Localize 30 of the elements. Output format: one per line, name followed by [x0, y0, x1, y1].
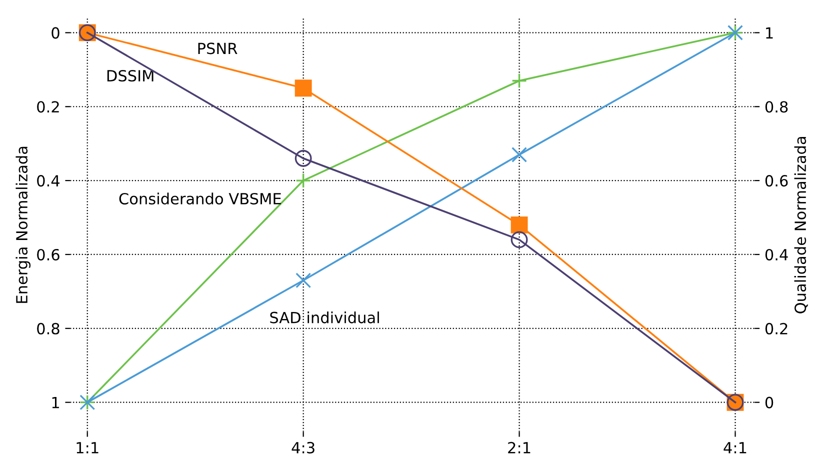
point: [512, 146, 528, 162]
x-tick-label: 4:1: [724, 442, 746, 454]
y-tick-label: 0.2: [37, 101, 59, 113]
x-tick-label: 1:1: [76, 442, 98, 454]
y2-axis-title: Qualidade Normalizada: [794, 137, 808, 314]
annotation: Considerando VBSME: [119, 192, 281, 204]
y-tick-label: 0.8: [37, 322, 60, 334]
annotation: PSNR: [198, 42, 238, 54]
y-tick-label: 0.6: [37, 248, 60, 261]
point: [294, 150, 312, 167]
annotation: DSSIM: [107, 70, 154, 82]
point: [510, 231, 528, 248]
x-tick-label: 2:1: [508, 442, 530, 454]
point: [296, 172, 312, 188]
y2-tick-label: 1: [766, 27, 773, 38]
y-tick-label: 0: [52, 27, 60, 39]
y2-tick-label: 0.4: [765, 248, 788, 261]
y-tick-label: 1: [52, 397, 59, 408]
annotation: SAD individual: [270, 312, 379, 324]
y-axis-title: Energia Normalizada: [16, 146, 31, 303]
y2-tick-label: 0: [765, 396, 774, 408]
y-tick-label: 0.4: [37, 175, 60, 187]
y2-tick-label: 0.2: [765, 322, 788, 334]
point: [510, 216, 528, 234]
point: [512, 72, 528, 89]
y2-tick-label: 0.6: [765, 175, 788, 187]
point: [296, 272, 312, 288]
y2-tick-label: 0.8: [765, 101, 788, 113]
x-tick-label: 4:3: [292, 442, 314, 454]
point: [294, 80, 312, 97]
